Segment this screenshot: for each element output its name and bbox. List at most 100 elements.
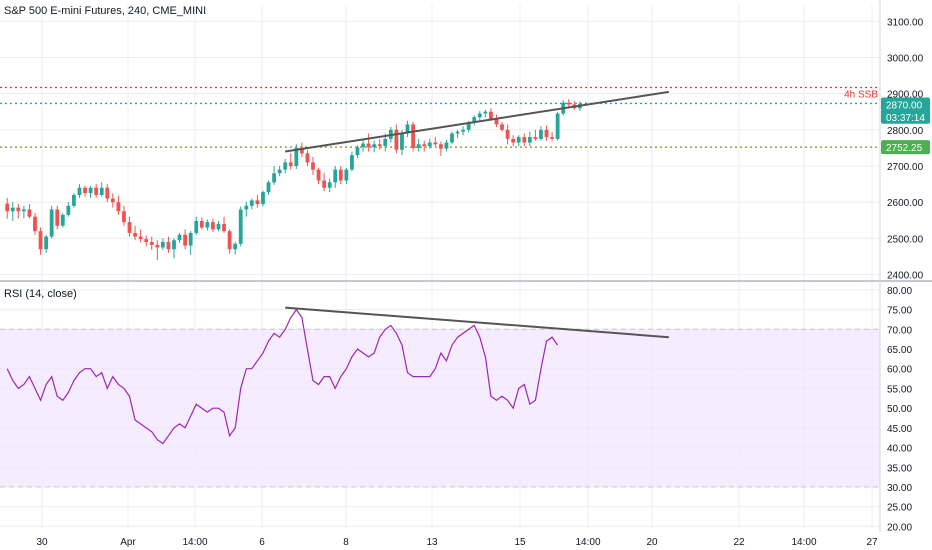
rsi-tick-label: 25.00 (887, 503, 912, 514)
rsi-tick-label: 40.00 (887, 444, 912, 455)
candle-body (383, 138, 388, 147)
candle-body (305, 153, 310, 163)
time-tick-label: 14:00 (791, 537, 816, 548)
rsi-axis[interactable]: 80.00 75.00 70.00 65.00 60.00 55.00 50.00 45.00… (887, 286, 912, 534)
rsi-tick-label: 30.00 (887, 483, 912, 494)
candle-body (194, 221, 199, 233)
candle-body (311, 162, 315, 170)
candle-body (539, 129, 543, 139)
time-tick-label: 22 (733, 537, 745, 548)
candle-body (355, 147, 360, 156)
candle-body (438, 144, 443, 149)
candle-body (400, 133, 404, 150)
candle-body (405, 124, 410, 134)
candle-body (327, 182, 332, 188)
candle-body (5, 203, 10, 212)
candle-body (116, 202, 121, 212)
candle-body (427, 142, 432, 147)
candle-body (533, 137, 538, 139)
rsi-tick-label: 70.00 (887, 325, 912, 336)
candle-body (461, 129, 466, 132)
candle-body (299, 147, 304, 154)
candle-body (77, 187, 82, 195)
candle-body (338, 169, 343, 181)
time-tick-label: 14:00 (182, 537, 207, 548)
candle-body (522, 137, 527, 143)
candle-body (110, 198, 115, 203)
price-tick-label: 3000.00 (887, 53, 924, 64)
candle-body (316, 169, 321, 181)
candle-body (377, 144, 382, 147)
candle-body (127, 222, 132, 233)
price-tick-label: 3100.00 (887, 17, 924, 28)
candle-body (361, 143, 365, 148)
rsi-tick-label: 60.00 (887, 365, 912, 376)
candle-body (133, 232, 137, 237)
candle-body (566, 102, 571, 105)
candle-body (138, 236, 143, 240)
candle-body (277, 169, 282, 174)
candle-body (422, 144, 427, 147)
candle-body (472, 117, 477, 123)
rsi-tick-label: 75.00 (887, 306, 912, 317)
level-label: 4h SSB (844, 90, 878, 101)
price-trendline[interactable] (285, 90, 669, 153)
rsi-tick-label: 45.00 (887, 424, 912, 435)
price-tick-label: 2400.00 (887, 271, 924, 282)
chart-title: S&P 500 E-mini Futures, 240, CME_MINI (4, 5, 206, 17)
candle-body (261, 192, 265, 205)
candle-body (211, 222, 215, 230)
trendlines[interactable] (285, 90, 669, 339)
candle-body (555, 113, 560, 139)
candle-body (455, 131, 460, 134)
price-tag-text: 03:37:14 (886, 113, 925, 124)
price-tag-text: 2752.25 (886, 143, 923, 154)
rsi-trendline[interactable] (285, 306, 669, 339)
candle-body (244, 205, 249, 210)
price-tick-label: 2900.00 (887, 90, 924, 101)
candle-body (366, 143, 371, 148)
candle-body (33, 216, 37, 232)
candle-body (10, 207, 15, 212)
price-tick-label: 2600.00 (887, 198, 924, 209)
candle-body (466, 122, 471, 130)
candle-body (333, 169, 338, 183)
time-tick-label: 15 (514, 537, 526, 548)
candle-body (144, 239, 149, 243)
candle-body (511, 138, 516, 143)
candle-body (550, 137, 554, 139)
price-tick-label: 2500.00 (887, 234, 924, 245)
candle-body (516, 137, 521, 143)
price-tag-text: 2870.00 (886, 101, 923, 112)
time-tick-label: 30 (36, 537, 48, 548)
candle-body (394, 129, 399, 150)
candle-body (527, 137, 532, 143)
price-tag-bg (881, 97, 930, 112)
time-tick-label: 8 (343, 537, 349, 548)
candle-body (411, 124, 415, 148)
rsi-tick-label: 35.00 (887, 463, 912, 474)
rsi-tick-label: 65.00 (887, 345, 912, 356)
candle-body (16, 207, 21, 212)
candle-body (199, 221, 204, 228)
candle-body (149, 242, 154, 245)
candle-body (155, 244, 160, 248)
price-axis[interactable]: 3100.00 3000.00 2900.00 2800.00 2700.00 2600.… (887, 17, 924, 281)
candle-body (238, 209, 243, 244)
candles (5, 99, 588, 261)
price-tag-bg (881, 109, 930, 124)
candle-body (55, 209, 60, 226)
candle-body (444, 142, 449, 149)
time-axis[interactable]: 30 Apr 14:00 6 8 13 15 14:00 20 22 14:00 27 (36, 537, 878, 548)
time-tick-label: 6 (259, 537, 265, 548)
price-tag-bg (881, 140, 930, 155)
candle-body (177, 234, 182, 241)
candle-body (172, 240, 176, 250)
candle-body (183, 234, 188, 246)
candle-body (249, 200, 254, 206)
candle-body (21, 209, 26, 212)
candle-body (477, 113, 482, 118)
